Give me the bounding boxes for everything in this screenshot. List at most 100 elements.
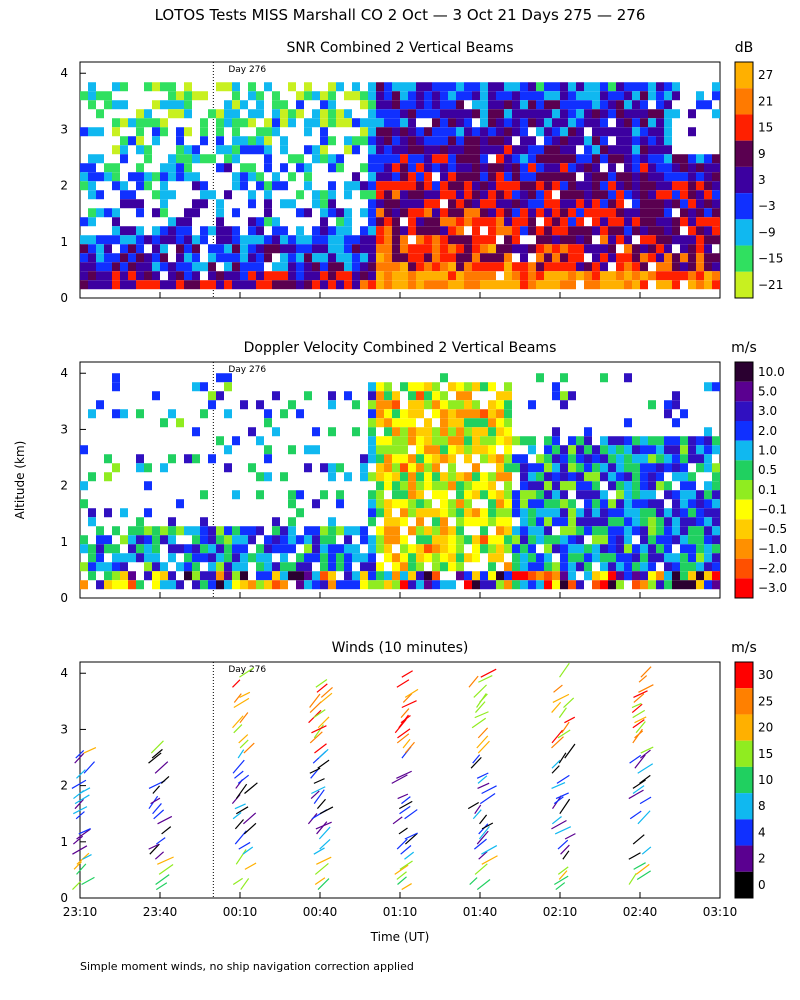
heatmap-cell (136, 199, 144, 209)
heatmap-cell (608, 235, 616, 245)
heatmap-cell (336, 82, 344, 92)
heatmap-cell (416, 535, 424, 545)
heatmap-cell (456, 136, 464, 146)
heatmap-cell (216, 391, 224, 401)
heatmap-cell (304, 244, 312, 254)
heatmap-cell (680, 253, 688, 263)
heatmap-cell (424, 580, 432, 590)
heatmap-cell (464, 418, 472, 428)
heatmap-cell (464, 181, 472, 191)
heatmap-cell (120, 580, 128, 590)
heatmap-cell (712, 235, 720, 245)
heatmap-cell (496, 181, 504, 191)
heatmap-cell (240, 535, 248, 545)
heatmap-cell (400, 280, 408, 290)
heatmap-cell (560, 472, 568, 482)
heatmap-cell (592, 100, 600, 110)
heatmap-cell (472, 127, 480, 137)
heatmap-cell (256, 526, 264, 536)
heatmap-cell (656, 127, 664, 137)
heatmap-cell (712, 553, 720, 563)
heatmap-cell (336, 154, 344, 164)
heatmap-cell (456, 127, 464, 137)
heatmap-cell (712, 490, 720, 500)
heatmap-cell (632, 562, 640, 572)
heatmap-cell (560, 217, 568, 227)
heatmap-cell (360, 526, 368, 536)
heatmap-cell (488, 553, 496, 563)
heatmap-cell (648, 580, 656, 590)
heatmap-cell (512, 199, 520, 209)
heatmap-cell (536, 199, 544, 209)
heatmap-cell (80, 253, 88, 263)
heatmap-cell (288, 571, 296, 581)
heatmap-cell (528, 571, 536, 581)
heatmap-cell (128, 526, 136, 536)
heatmap-cell (704, 517, 712, 527)
heatmap-cell (640, 499, 648, 509)
wind-barb (313, 724, 324, 739)
heatmap-cell (632, 436, 640, 446)
heatmap-cell (456, 436, 464, 446)
heatmap-cell (600, 226, 608, 236)
colorbar-segment (735, 421, 753, 441)
heatmap-cell (616, 280, 624, 290)
heatmap-cell (456, 535, 464, 545)
heatmap-cell (504, 445, 512, 455)
heatmap-cell (592, 481, 600, 491)
heatmap-cell (344, 571, 352, 581)
heatmap-cell (480, 208, 488, 218)
wind-barb (243, 812, 257, 825)
wind-barb (638, 684, 654, 693)
heatmap-cell (584, 262, 592, 272)
heatmap-cell (544, 454, 552, 464)
heatmap-cell (624, 373, 632, 383)
heatmap-cell (464, 535, 472, 545)
wind-barb (476, 879, 491, 891)
wind-barb (239, 739, 249, 749)
wind-barb (637, 810, 651, 825)
heatmap-cell (576, 553, 584, 563)
heatmap-cell (632, 517, 640, 527)
heatmap-cell (608, 463, 616, 473)
wind-barb (396, 871, 407, 880)
heatmap-cell (400, 580, 408, 590)
heatmap-cell (408, 463, 416, 473)
heatmap-cell (480, 91, 488, 101)
heatmap-cell (504, 271, 512, 281)
heatmap-cell (688, 445, 696, 455)
heatmap-cell (640, 562, 648, 572)
heatmap-cell (416, 526, 424, 536)
heatmap-cell (408, 391, 416, 401)
heatmap-cell (352, 262, 360, 272)
heatmap-cell (656, 280, 664, 290)
heatmap-cell (400, 499, 408, 509)
heatmap-cell (144, 271, 152, 281)
heatmap-cell (592, 271, 600, 281)
heatmap-cell (528, 508, 536, 518)
heatmap-cell (176, 136, 184, 146)
heatmap-cell (464, 154, 472, 164)
heatmap-cell (136, 553, 144, 563)
heatmap-cell (680, 535, 688, 545)
heatmap-cell (248, 91, 256, 101)
heatmap-cell (464, 109, 472, 119)
heatmap-cell (328, 553, 336, 563)
heatmap-cell (696, 553, 704, 563)
heatmap-cell (376, 580, 384, 590)
heatmap-cell (320, 562, 328, 572)
heatmap-cell (272, 517, 280, 527)
heatmap-cell (424, 82, 432, 92)
heatmap-cell (208, 391, 216, 401)
heatmap-cell (200, 127, 208, 137)
heatmap-cell (408, 154, 416, 164)
heatmap-cell (344, 253, 352, 263)
heatmap-cell (440, 118, 448, 128)
heatmap-cell (144, 535, 152, 545)
heatmap-cell (664, 544, 672, 554)
x-tick-label: 00:40 (303, 905, 338, 919)
colorbar-label: 20 (758, 721, 773, 735)
heatmap-cell (384, 409, 392, 419)
heatmap-cell (224, 253, 232, 263)
heatmap-cell (464, 400, 472, 410)
